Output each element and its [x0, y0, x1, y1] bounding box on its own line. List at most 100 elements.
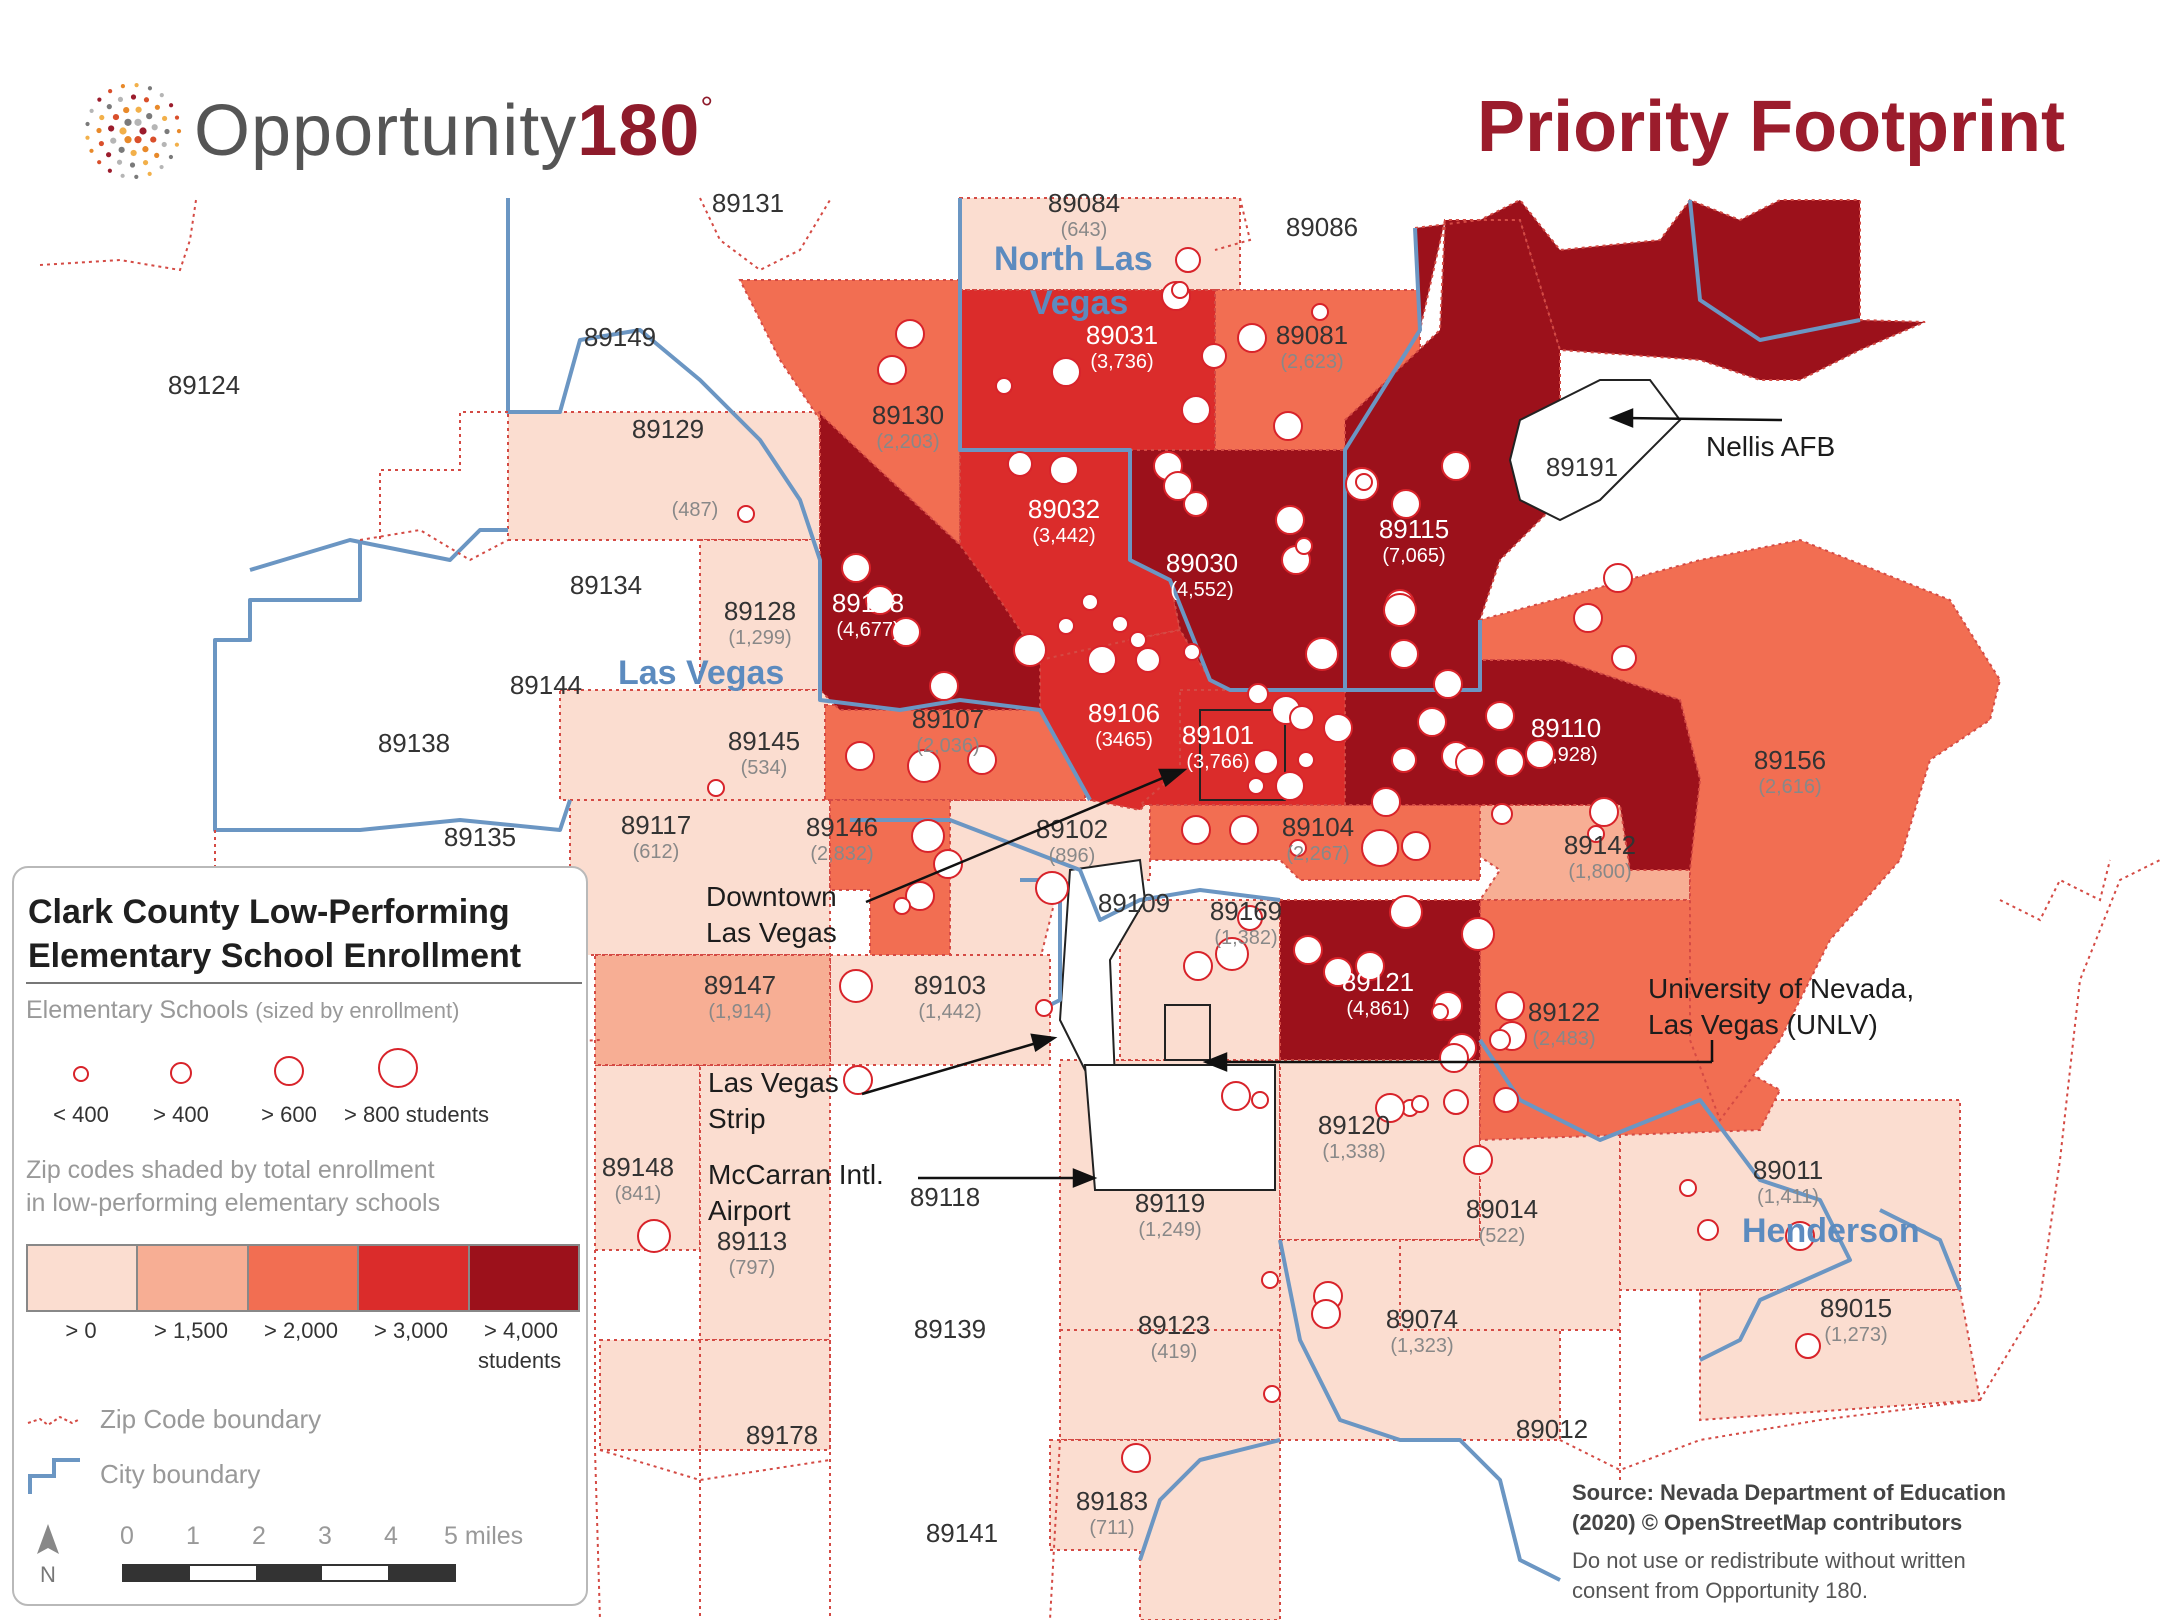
zip-label-89102: 89102 — [1036, 814, 1108, 844]
school-marker — [1495, 747, 1525, 777]
source-note: Source: Nevada Department of Education (… — [1572, 1478, 2132, 1606]
scale-bar: N 0 1 2 3 4 5 miles — [26, 1522, 586, 1602]
school-marker — [1491, 803, 1513, 825]
legend-shade-line1: Zip codes shaded by total enrollment — [26, 1156, 435, 1184]
zip-label-89145: 89145 — [728, 726, 800, 756]
zip-label-89191: 89191 — [1546, 452, 1618, 482]
school-marker — [1263, 1385, 1281, 1403]
school-marker — [1311, 1299, 1341, 1329]
school-marker — [911, 819, 945, 853]
legend-panel: Clark County Low-Performing Elementary S… — [12, 866, 588, 1606]
school-marker — [1489, 1029, 1511, 1051]
school-marker — [1135, 647, 1161, 673]
zip-label-89146: 89146 — [806, 812, 878, 842]
legend-zip-label: Zip Code boundary — [100, 1404, 322, 1434]
zip-enrollment-89115: (7,065) — [1382, 545, 1445, 567]
legend-title: Clark County Low-Performing Elementary S… — [28, 890, 588, 978]
zip-label-89141: 89141 — [926, 1518, 998, 1548]
school-marker — [865, 585, 895, 615]
zip-enrollment-89011: (1,411) — [1757, 1186, 1819, 1208]
callout-nellis: Nellis AFB — [1706, 431, 1835, 462]
north-arrow-icon: N — [30, 1522, 66, 1588]
legend-circle-icon — [274, 1056, 304, 1086]
legend-swatch-gt3000 — [359, 1246, 470, 1310]
zip-label-89074: 89074 — [1386, 1304, 1458, 1334]
zip-label-89183: 89183 — [1076, 1486, 1148, 1516]
callout-airport-2: Airport — [708, 1195, 791, 1226]
zip-label-89110: 89110 — [1531, 713, 1601, 743]
zip-area-89147 — [594, 954, 831, 1066]
school-marker — [1181, 395, 1211, 425]
school-marker — [967, 745, 997, 775]
school-marker — [1247, 683, 1269, 705]
school-marker — [1293, 935, 1323, 965]
legend-schools-heading: Elementary Schools (sized by enrollment) — [26, 996, 459, 1025]
school-marker — [1785, 1221, 1815, 1251]
logo-word: Opportunity — [194, 91, 578, 171]
zip-label-89120: 89120 — [1318, 1110, 1390, 1140]
nellis-afb-area — [1508, 379, 1682, 522]
zip-enrollment-89104: (2,267) — [1286, 843, 1349, 865]
zip-area-89178 — [599, 1339, 831, 1451]
school-marker — [1289, 839, 1307, 857]
school-marker — [1247, 777, 1265, 795]
school-marker — [1463, 1145, 1493, 1175]
school-marker — [1081, 593, 1099, 611]
zip-label-89139: 89139 — [914, 1314, 986, 1344]
zip-label-89121: 89121 — [1342, 967, 1414, 997]
school-marker — [905, 881, 935, 911]
school-marker — [1121, 1443, 1151, 1473]
school-marker — [1221, 1081, 1251, 1111]
zip-area-89011 — [1619, 1099, 1961, 1291]
legend-swatch-unit: students — [478, 1348, 562, 1373]
zip-area-89074 — [1279, 1239, 1561, 1441]
school-marker — [929, 671, 959, 701]
school-marker — [1611, 645, 1637, 671]
scale-label: 5 miles — [444, 1522, 524, 1550]
school-marker — [1355, 951, 1385, 981]
city-label-north-las-vegas-1: North Las — [994, 240, 1153, 278]
zip-enrollment-89031: (3,736) — [1090, 351, 1153, 373]
legend-size-label: > 400 — [153, 1102, 209, 1127]
zip-label-89117: 89117 — [621, 810, 691, 840]
city-label-las-vegas: Las Vegas — [618, 654, 784, 692]
zip-enrollment-89146: (2,832) — [810, 843, 873, 865]
school-marker — [843, 1065, 873, 1095]
school-marker — [1051, 357, 1081, 387]
school-marker — [1297, 751, 1315, 769]
school-marker — [1361, 829, 1399, 867]
city-label-henderson: Henderson — [1742, 1212, 1920, 1250]
school-marker — [1013, 633, 1047, 667]
zip-label-89147: 89147 — [704, 970, 776, 1000]
legend-swatch-label: > 1,500 — [153, 1318, 228, 1343]
zip-label-89107: 89107 — [912, 704, 984, 734]
legend-size-gt600: > 600 — [244, 1044, 334, 1128]
callout-strip-1: Las Vegas — [708, 1067, 839, 1098]
zip-label-89128: 89128 — [724, 596, 796, 626]
school-marker — [1163, 471, 1193, 501]
school-marker — [1311, 303, 1329, 321]
zip-enrollment-89145: (534) — [741, 757, 788, 779]
school-marker — [1251, 1091, 1269, 1109]
zip-enrollment-89032: (3,442) — [1032, 525, 1095, 547]
legend-swatch-gt0 — [28, 1246, 139, 1310]
legend-divider — [26, 982, 582, 984]
source-note1: Do not use or redistribute without writt… — [1572, 1548, 1966, 1573]
school-marker — [1401, 831, 1431, 861]
zip-area-89156 — [1479, 538, 2002, 1123]
zip-label-89148: 89148 — [602, 1152, 674, 1182]
legend-zip-key: Zip Code boundary — [26, 1404, 321, 1435]
school-marker — [637, 1219, 671, 1253]
school-marker — [1485, 701, 1515, 731]
school-marker — [1275, 505, 1305, 535]
zip-enrollment-89113: (797) — [729, 1257, 776, 1279]
school-marker — [737, 505, 755, 523]
zip-label-89149: 89149 — [584, 322, 656, 352]
zip-label-89031: 89031 — [1086, 320, 1158, 350]
school-marker — [1237, 323, 1267, 353]
school-marker — [1455, 747, 1485, 777]
zip-label-89124: 89124 — [168, 370, 240, 400]
callout-arrows — [861, 408, 1783, 1188]
school-marker — [1587, 825, 1605, 843]
zip-enrollment-89120: (1,338) — [1322, 1141, 1385, 1163]
